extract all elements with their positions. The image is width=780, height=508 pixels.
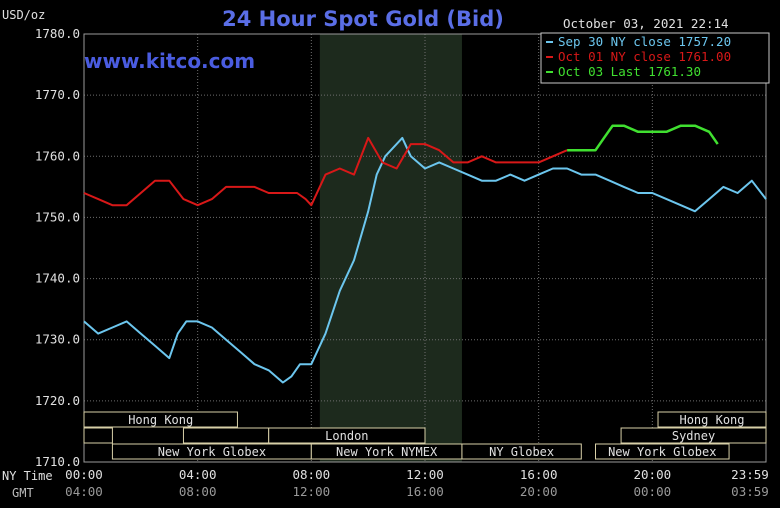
x-tick-label-gmt: 00:00 (634, 484, 672, 499)
y-tick-label: 1760.0 (35, 148, 80, 163)
session-box (595, 443, 730, 460)
x-tick-label-ny: 08:00 (293, 467, 331, 482)
x-tick-label-ny: 23:59 (731, 467, 769, 482)
session-bar: Hong Kong (83, 411, 238, 428)
session-box (268, 427, 426, 444)
session-label: Sydney (672, 429, 715, 443)
legend-entry: Sep 30 NY close 1757.20 (558, 34, 731, 49)
x-tick-label-gmt: 04:00 (65, 484, 103, 499)
x-tick-label-gmt: 12:00 (293, 484, 331, 499)
y-tick-label: 1750.0 (35, 209, 80, 224)
y-tick-label: 1770.0 (35, 87, 80, 102)
session-box (461, 443, 582, 460)
ny-time-label: NY Time (2, 469, 53, 483)
session-label: NY Globex (489, 445, 554, 459)
legend-entry: Oct 01 NY close 1761.00 (558, 49, 731, 64)
series-line-1 (83, 136, 767, 384)
y-tick-label: 1730.0 (35, 332, 80, 347)
session-bar: London (268, 427, 426, 444)
y-tick-label: 1720.0 (35, 393, 80, 408)
session-box (83, 411, 238, 428)
nymex-session-shade (319, 34, 462, 462)
session-label: Hong Kong (128, 413, 193, 427)
session-label: New York NYMEX (336, 445, 438, 459)
x-tick-label-ny: 16:00 (520, 467, 558, 482)
session-box (620, 427, 767, 444)
x-tick-label-gmt: 16:00 (406, 484, 444, 499)
x-tick-label-ny: 12:00 (406, 467, 444, 482)
watermark-text: www.kitco.com (84, 49, 255, 73)
session-bar: New York NYMEX (310, 443, 463, 460)
session-bar: NY Globex (461, 443, 582, 460)
session-box (83, 427, 113, 444)
session-bar: New York Globex (595, 443, 730, 460)
y-axis-unit: USD/oz (2, 8, 45, 22)
series-line-2 (83, 136, 568, 207)
session-box (182, 427, 270, 444)
session-bar: Hong Kong (657, 411, 767, 428)
x-tick-label-ny: 04:00 (179, 467, 217, 482)
timestamp: October 03, 2021 22:14 (563, 16, 729, 31)
series-line-3 (567, 124, 719, 152)
x-tick-label-gmt: 08:00 (179, 484, 217, 499)
legend-entry: Oct 03 Last 1761.30 (558, 64, 701, 79)
session-bar: Sydney (620, 427, 767, 444)
session-label: Hong Kong (679, 413, 744, 427)
session-label: New York Globex (608, 445, 716, 459)
y-tick-label: 1780.0 (35, 26, 80, 41)
x-tick-label-gmt: 03:59 (731, 484, 769, 499)
session-label: London (325, 429, 368, 443)
plot-frame (83, 33, 767, 463)
session-bar (83, 427, 113, 444)
session-bar (182, 427, 270, 444)
x-tick-label-ny: 20:00 (634, 467, 672, 482)
session-bar: New York Globex (111, 443, 312, 460)
session-label: New York Globex (158, 445, 266, 459)
session-box (657, 411, 767, 428)
y-tick-label: 1710.0 (35, 454, 80, 469)
gmt-label: GMT (12, 486, 34, 500)
x-tick-label-ny: 00:00 (65, 467, 103, 482)
y-tick-label: 1740.0 (35, 271, 80, 286)
chart-title: 24 Hour Spot Gold (Bid) (222, 7, 504, 31)
x-tick-label-gmt: 20:00 (520, 484, 558, 499)
